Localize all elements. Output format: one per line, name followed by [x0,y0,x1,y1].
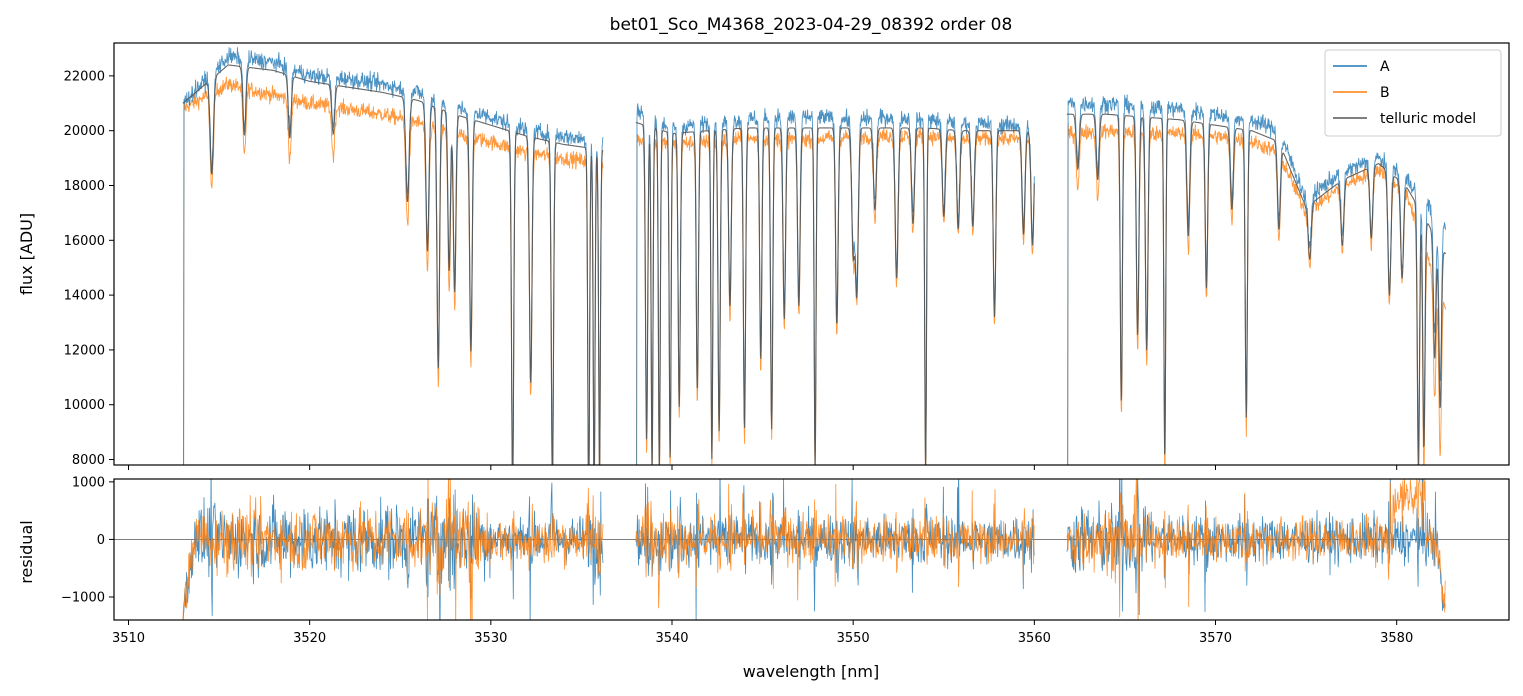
x-tick-label: 3560 [1018,631,1051,646]
legend-box [1324,49,1502,137]
legend-label-telluric: telluric model [1380,111,1476,127]
flux-y-tick-label: 20000 [64,124,105,139]
legend-label-b: B [1380,85,1390,101]
chart-title: bet01_Sco_M4368_2023-04-29_08392 order 0… [610,15,1013,35]
x-tick-label: 3520 [293,631,326,646]
series-line-telluric-model [182,64,1447,465]
residual-y-tick-label: 0 [97,533,105,548]
residual-x-ticks: 3510 3520 3530 3540 3550 3560 3570 3580 [112,620,1413,646]
residual-plot-area [114,479,1509,620]
x-tick-label: 3550 [837,631,870,646]
flux-y-tick-label: 8000 [72,453,105,468]
residual-y-tick-label: 1000 [72,475,105,490]
x-tick-label: 3540 [655,631,688,646]
x-tick-label: 3570 [1199,631,1232,646]
flux-panel-frame [113,42,1510,466]
x-tick-label: 3580 [1380,631,1413,646]
residual-line-b [182,479,1446,620]
residual-y-tick-label: −1000 [61,590,105,605]
flux-y-tick-label: 18000 [64,179,105,194]
residual-y-ticks: −1000 0 1000 [61,475,114,605]
flux-y-tick-label: 14000 [64,289,105,304]
flux-y-tick-label: 22000 [64,69,105,84]
x-tick-label: 3510 [112,631,145,646]
flux-y-tick-label: 16000 [64,234,105,249]
legend: A B telluric model [1324,49,1502,137]
flux-panel: 800010000120001400016000180002000022000 … [17,42,1510,470]
flux-y-tick-label: 12000 [64,343,105,358]
x-axis-label: wavelength [nm] [743,662,880,681]
residual-y-axis-label: residual [17,520,36,583]
flux-plot-area [182,47,1447,465]
legend-label-a: A [1380,59,1390,75]
flux-y-axis-label: flux [ADU] [17,213,36,295]
x-tick-label: 3530 [474,631,507,646]
flux-y-tick-label: 10000 [64,398,105,413]
flux-y-ticks: 8000 10000 12000 14000 16000 18000 20000 22000 [64,69,114,468]
flux-x-ticks [127,465,1398,470]
residual-panel-frame [113,478,1510,621]
